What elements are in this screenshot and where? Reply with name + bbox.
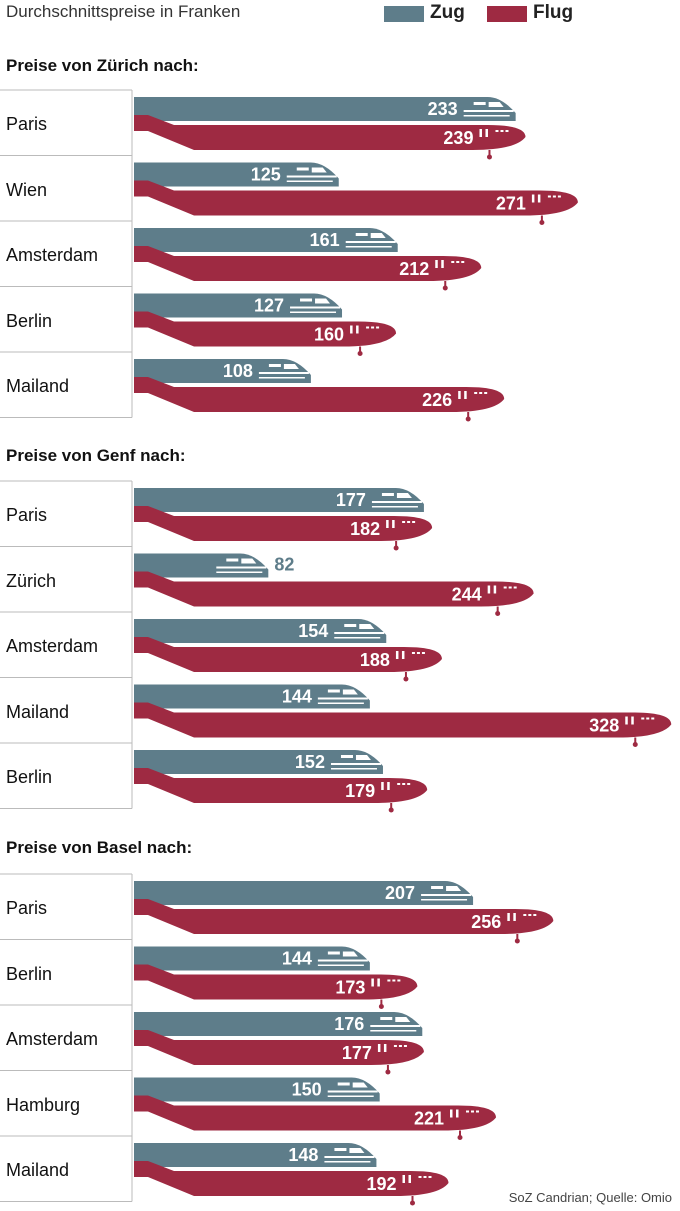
legend-swatch-zug [384, 6, 424, 22]
plane-value-label: 328 [589, 716, 619, 736]
plane-bar [134, 506, 433, 551]
train-bar [134, 684, 370, 709]
train-bar [134, 619, 387, 643]
category-label: Mailand [6, 1160, 70, 1180]
train-bar [134, 1012, 423, 1036]
train-bar [134, 946, 370, 971]
train-value-label: 233 [428, 99, 458, 119]
category-label: Mailand [6, 701, 70, 722]
category-label: Paris [6, 505, 48, 525]
plane-value-label: 188 [360, 650, 390, 670]
train-value-label: 177 [336, 490, 366, 510]
train-value-label: 125 [251, 165, 281, 185]
plane-bar [134, 180, 578, 225]
plane-value-label: 179 [345, 781, 375, 801]
plane-value-label: 160 [314, 325, 344, 345]
train-value-label: 127 [254, 296, 284, 316]
plane-bar [134, 1161, 449, 1206]
train-bar [134, 97, 516, 121]
plane-value-label: 239 [443, 128, 473, 148]
plane-bar [134, 637, 442, 682]
category-label: Hamburg [6, 1094, 81, 1115]
category-label: Mailand [6, 376, 70, 396]
category-label: Paris [6, 898, 48, 918]
source-note: SoZ Candrian; Quelle: Omio [508, 1190, 672, 1205]
train-value-label: 152 [295, 752, 325, 772]
train-bar [134, 359, 311, 383]
category-label: Amsterdam [6, 1029, 99, 1049]
train-value-label: 144 [282, 949, 312, 969]
train-bar [134, 553, 269, 578]
train-value-label: 161 [310, 230, 340, 250]
train-bar [134, 162, 339, 187]
plane-bar [134, 246, 482, 291]
train-value-label: 150 [292, 1080, 322, 1100]
category-label: Berlin [6, 963, 53, 984]
category-label: Berlin [6, 767, 53, 787]
train-bar [134, 750, 383, 774]
train-value-label: 154 [298, 621, 328, 641]
plane-bar [134, 964, 418, 1009]
plane-bar [134, 1030, 424, 1075]
category-label: Paris [6, 114, 48, 134]
category-label: Amsterdam [6, 636, 99, 656]
plane-value-label: 256 [471, 912, 501, 932]
plane-value-label: 212 [399, 259, 429, 279]
train-value-label: 144 [282, 687, 312, 707]
plane-bar [134, 899, 554, 944]
plane-value-label: 226 [422, 390, 452, 410]
plane-value-label: 182 [350, 519, 380, 539]
plane-bar [134, 311, 397, 356]
train-bar [134, 1143, 377, 1167]
category-label: Berlin [6, 310, 53, 331]
train-value-label: 148 [288, 1145, 318, 1165]
plane-value-label: 271 [496, 194, 526, 214]
train-value-label: 82 [274, 555, 294, 575]
chart-subtitle: Durchschnittspreise in Franken [6, 2, 241, 21]
plane-value-label: 244 [452, 585, 482, 605]
legend-swatch-flug [487, 6, 527, 22]
plane-bar [134, 115, 526, 160]
plane-value-label: 173 [335, 978, 365, 998]
plane-value-label: 221 [414, 1109, 444, 1129]
plane-bar [134, 702, 672, 747]
section-title: Preise von Zürich nach: [6, 56, 199, 75]
train-bar [134, 1077, 380, 1102]
plane-bar [134, 1095, 496, 1140]
train-bar [134, 881, 474, 905]
train-bar [134, 488, 424, 512]
category-label: Zürich [6, 570, 57, 591]
legend-label-zug: Zug [430, 2, 465, 23]
train-value-label: 207 [385, 883, 415, 903]
plane-bar [134, 571, 534, 616]
train-bar [134, 228, 398, 252]
plane-bar [134, 377, 505, 422]
train-value-label: 176 [334, 1014, 364, 1034]
section-title: Preise von Genf nach: [6, 446, 186, 465]
category-label: Wien [6, 179, 48, 200]
category-label: Amsterdam [6, 245, 99, 265]
section-title: Preise von Basel nach: [6, 838, 193, 857]
train-value-label: 108 [223, 361, 253, 381]
plane-value-label: 177 [342, 1043, 372, 1063]
plane-bar [134, 768, 428, 813]
train-bar [134, 293, 343, 318]
legend-label-flug: Flug [533, 2, 574, 23]
plane-value-label: 192 [366, 1174, 396, 1194]
